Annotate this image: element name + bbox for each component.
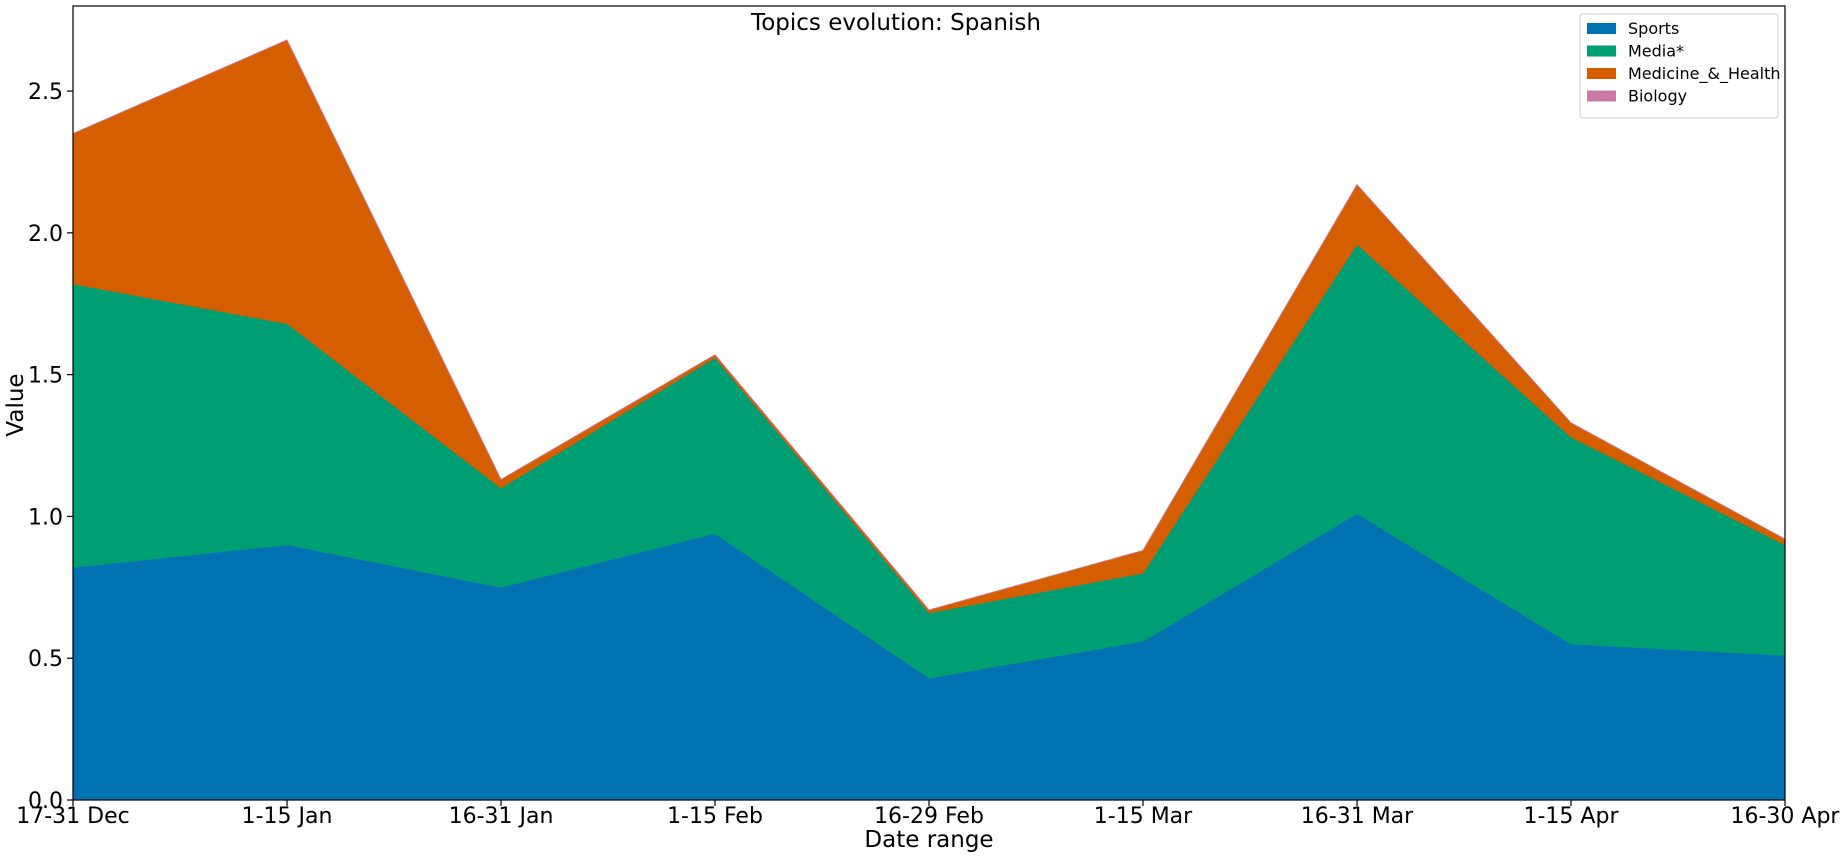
x-tick-label: 16-29 Feb — [874, 804, 984, 829]
legend-swatch — [1587, 90, 1616, 102]
legend-swatch — [1587, 45, 1616, 57]
x-tick-label: 16-30 Apr — [1731, 804, 1841, 829]
x-tick-label: 16-31 Jan — [449, 804, 554, 829]
legend-swatch — [1587, 23, 1616, 34]
area-layers — [72, 39, 1786, 801]
y-axis-label: Value — [3, 373, 29, 436]
legend-label: Medicine_&_Health — [1628, 64, 1781, 84]
legend-label: Biology — [1628, 87, 1687, 106]
legend-swatch — [1587, 68, 1616, 79]
y-tick-label: 2.0 — [28, 222, 63, 247]
y-tick-label: 2.5 — [28, 80, 63, 105]
chart-title: Topics evolution: Spanish — [750, 10, 1041, 36]
x-tick-label: 17-31 Dec — [16, 804, 130, 829]
x-tick-label: 1-15 Apr — [1524, 804, 1620, 829]
legend-box — [1579, 13, 1779, 119]
x-axis: 17-31 Dec 1-15 Jan 16-31 Jan 1-15 Feb 16-29 … — [16, 800, 1840, 829]
legend: Sports Media* Medicine_&_Health Biology — [1579, 13, 1781, 119]
x-tick-label: 1-15 Mar — [1094, 804, 1193, 829]
y-tick-label: 0.5 — [28, 647, 63, 672]
y-axis: 0.0 0.5 1.0 1.5 2.0 2.5 — [28, 80, 73, 814]
x-tick-label: 1-15 Feb — [667, 804, 763, 829]
legend-label: Media* — [1628, 42, 1684, 61]
legend-label: Sports — [1628, 19, 1679, 38]
y-tick-label: 1.0 — [28, 505, 63, 530]
x-axis-label: Date range — [864, 827, 993, 853]
x-tick-label: 16-31 Mar — [1301, 804, 1414, 829]
y-tick-label: 0.0 — [28, 789, 63, 814]
y-tick-label: 1.5 — [28, 364, 63, 389]
x-tick-label: 1-15 Jan — [242, 804, 333, 829]
